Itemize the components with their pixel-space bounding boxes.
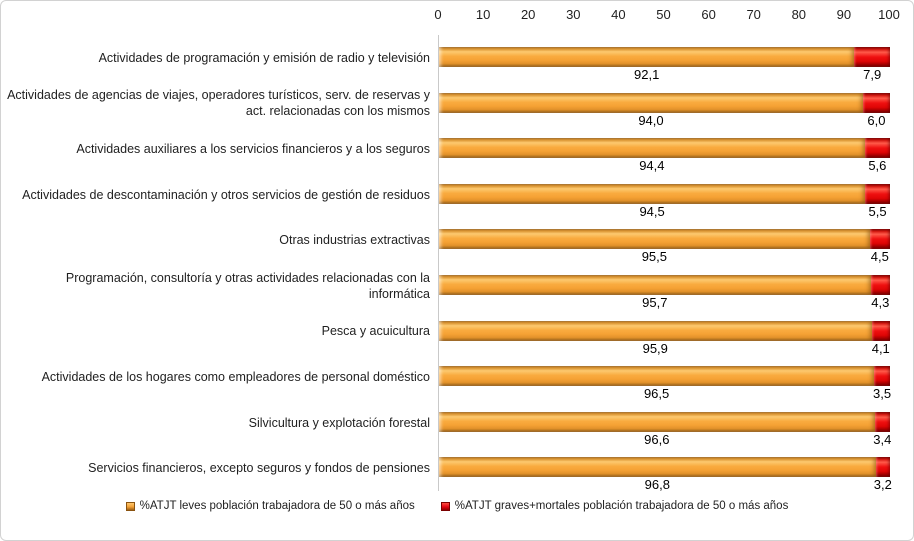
bar-row: 95,9 4,1 (439, 309, 890, 356)
x-axis-tick-label: 40 (611, 7, 626, 22)
x-axis-tick-label: 0 (434, 7, 442, 22)
stacked-bar (439, 366, 890, 387)
bar-value-label-leves: 95,7 (642, 294, 668, 310)
bar-row: 95,7 4,3 (439, 263, 890, 310)
bar-value-label-leves: 96,8 (644, 477, 670, 493)
bar-segment-graves (865, 183, 890, 204)
bar-value-label-leves: 94,5 (639, 203, 665, 219)
legend-item-leves: %ATJT leves población trabajadora de 50 … (125, 500, 415, 512)
category-axis: Actividades de programación y emisión de… (7, 35, 432, 491)
stacked-bar (439, 457, 890, 478)
bar-segment-leves (439, 320, 872, 341)
bar-segment-graves (874, 366, 890, 387)
bar-row: 92,1 7,9 (439, 35, 890, 82)
category-label: Pesca y acuicultura (321, 324, 430, 339)
bar-segment-graves (864, 138, 890, 159)
bar-segment-leves (439, 457, 876, 478)
category-label: Programación, consultoría y otras activi… (65, 270, 430, 301)
bar-segment-leves (439, 229, 870, 250)
bar-segment-leves (439, 92, 863, 113)
bar-value-label-graves: 5,5 (868, 203, 887, 219)
bar-value-label-graves: 4,3 (871, 294, 890, 310)
bar-segment-graves (875, 457, 890, 478)
x-axis: 0 10 20 30 40 50 60 70 80 90 100 (434, 7, 899, 25)
bar-value-label-leves: 95,9 (642, 340, 668, 356)
bar-row: 94,5 5,5 (439, 172, 890, 219)
category-label: Silvicultura y explotación forestal (248, 415, 430, 430)
category-label: Actividades de agencias de viajes, opera… (7, 88, 430, 119)
bar-segment-graves (862, 92, 890, 113)
category-label: Actividades de descontaminación y otros … (22, 187, 430, 202)
x-axis-tick-label: 100 (878, 7, 900, 22)
bar-value-label-graves: 4,5 (870, 249, 889, 265)
bar-segment-graves (874, 411, 890, 432)
stacked-bar (439, 138, 890, 159)
bar-segment-graves (854, 47, 890, 67)
bar-value-label-graves: 3,5 (873, 386, 892, 402)
category-label: Servicios financieros, excepto seguros y… (88, 461, 430, 476)
x-axis-tick-label: 10 (475, 7, 491, 22)
x-axis-tick-label: 70 (746, 7, 761, 22)
bar-value-label-leves: 92,1 (634, 67, 660, 82)
bar-segment-leves (439, 47, 855, 67)
bar-value-label-leves: 95,5 (641, 249, 667, 265)
stacked-bar (439, 320, 890, 341)
x-axis-tick-label: 80 (791, 7, 807, 22)
bar-row: 96,6 3,4 (439, 400, 892, 447)
stacked-bar (439, 411, 890, 432)
x-axis-tick-label: 30 (566, 7, 581, 22)
category-label: Otras industrias extractivas (279, 233, 430, 248)
bar-value-label-graves: 4,1 (871, 340, 890, 356)
stacked-bar (439, 47, 890, 67)
bar-row: 95,5 4,5 (439, 217, 890, 265)
bar-segment-leves (439, 138, 865, 159)
bar-value-label-graves: 6,0 (867, 112, 886, 128)
bar-row: 94,4 5,6 (439, 126, 890, 174)
legend-swatch-graves-icon (440, 501, 450, 511)
legend: %ATJT leves población trabajadora de 50 … (1, 500, 913, 512)
bar-value-label-leves: 96,5 (643, 386, 670, 402)
legend-swatch-leves-icon (125, 501, 135, 511)
stacked-bar (439, 274, 890, 295)
bar-value-label-leves: 96,6 (644, 431, 670, 447)
bar-value-label-graves: 5,6 (868, 158, 887, 174)
stacked-bar (439, 183, 890, 204)
x-axis-tick-label: 90 (836, 7, 852, 22)
bar-segment-graves (871, 320, 890, 341)
legend-item-graves: %ATJT graves+mortales población trabajad… (440, 500, 789, 512)
bar-segment-graves (870, 274, 890, 295)
bar-value-label-leves: 94,0 (638, 112, 664, 128)
bar-row: 94,0 6,0 (439, 81, 890, 128)
category-label: Actividades auxiliares a los servicios f… (76, 141, 430, 156)
bar-segment-leves (439, 274, 871, 295)
bar-segment-leves (439, 411, 875, 432)
stacked-bar (439, 229, 890, 250)
stacked-bar (439, 92, 890, 113)
bar-row: 96,8 3,2 (439, 445, 892, 493)
bar-segment-graves (869, 229, 890, 250)
x-axis-tick-label: 20 (520, 7, 536, 22)
bar-value-label-graves: 7,9 (863, 67, 882, 82)
legend-label-graves: %ATJT graves+mortales población trabajad… (454, 500, 789, 512)
x-axis-tick-label: 50 (656, 7, 671, 22)
bar-row: 96,5 3,5 (439, 354, 892, 402)
category-label: Actividades de programación y emisión de… (98, 50, 430, 65)
category-label: Actividades de los hogares como empleado… (41, 369, 430, 384)
bar-segment-leves (439, 183, 866, 204)
bar-value-label-graves: 3,4 (873, 431, 892, 447)
legend-label-leves: %ATJT leves población trabajadora de 50 … (139, 500, 415, 512)
bar-segment-leves (439, 366, 875, 387)
plot-area: 92,1 7,9 94,0 6,0 94,4 5,6 94,5 5,5 95,5 4,5 95,7 4… (438, 35, 892, 493)
x-axis-tick-label: 60 (701, 7, 716, 22)
bar-value-label-graves: 3,2 (873, 477, 892, 493)
bar-value-label-leves: 94,4 (639, 158, 665, 174)
